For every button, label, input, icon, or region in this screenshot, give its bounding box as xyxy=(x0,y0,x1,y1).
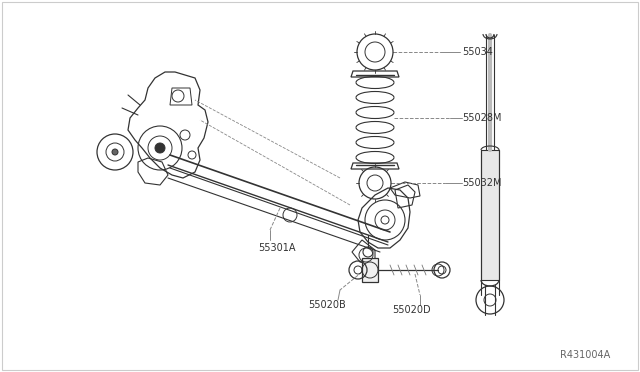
Circle shape xyxy=(155,143,165,153)
Circle shape xyxy=(112,149,118,155)
Text: 55020B: 55020B xyxy=(308,300,346,310)
Text: 55032M: 55032M xyxy=(462,178,502,188)
Text: R431004A: R431004A xyxy=(560,350,610,360)
Text: 55301A: 55301A xyxy=(258,243,296,253)
Polygon shape xyxy=(362,258,378,282)
Text: 55034: 55034 xyxy=(462,47,493,57)
Text: 55020D: 55020D xyxy=(392,305,431,315)
Polygon shape xyxy=(481,150,499,280)
Text: 55028M: 55028M xyxy=(462,113,502,123)
